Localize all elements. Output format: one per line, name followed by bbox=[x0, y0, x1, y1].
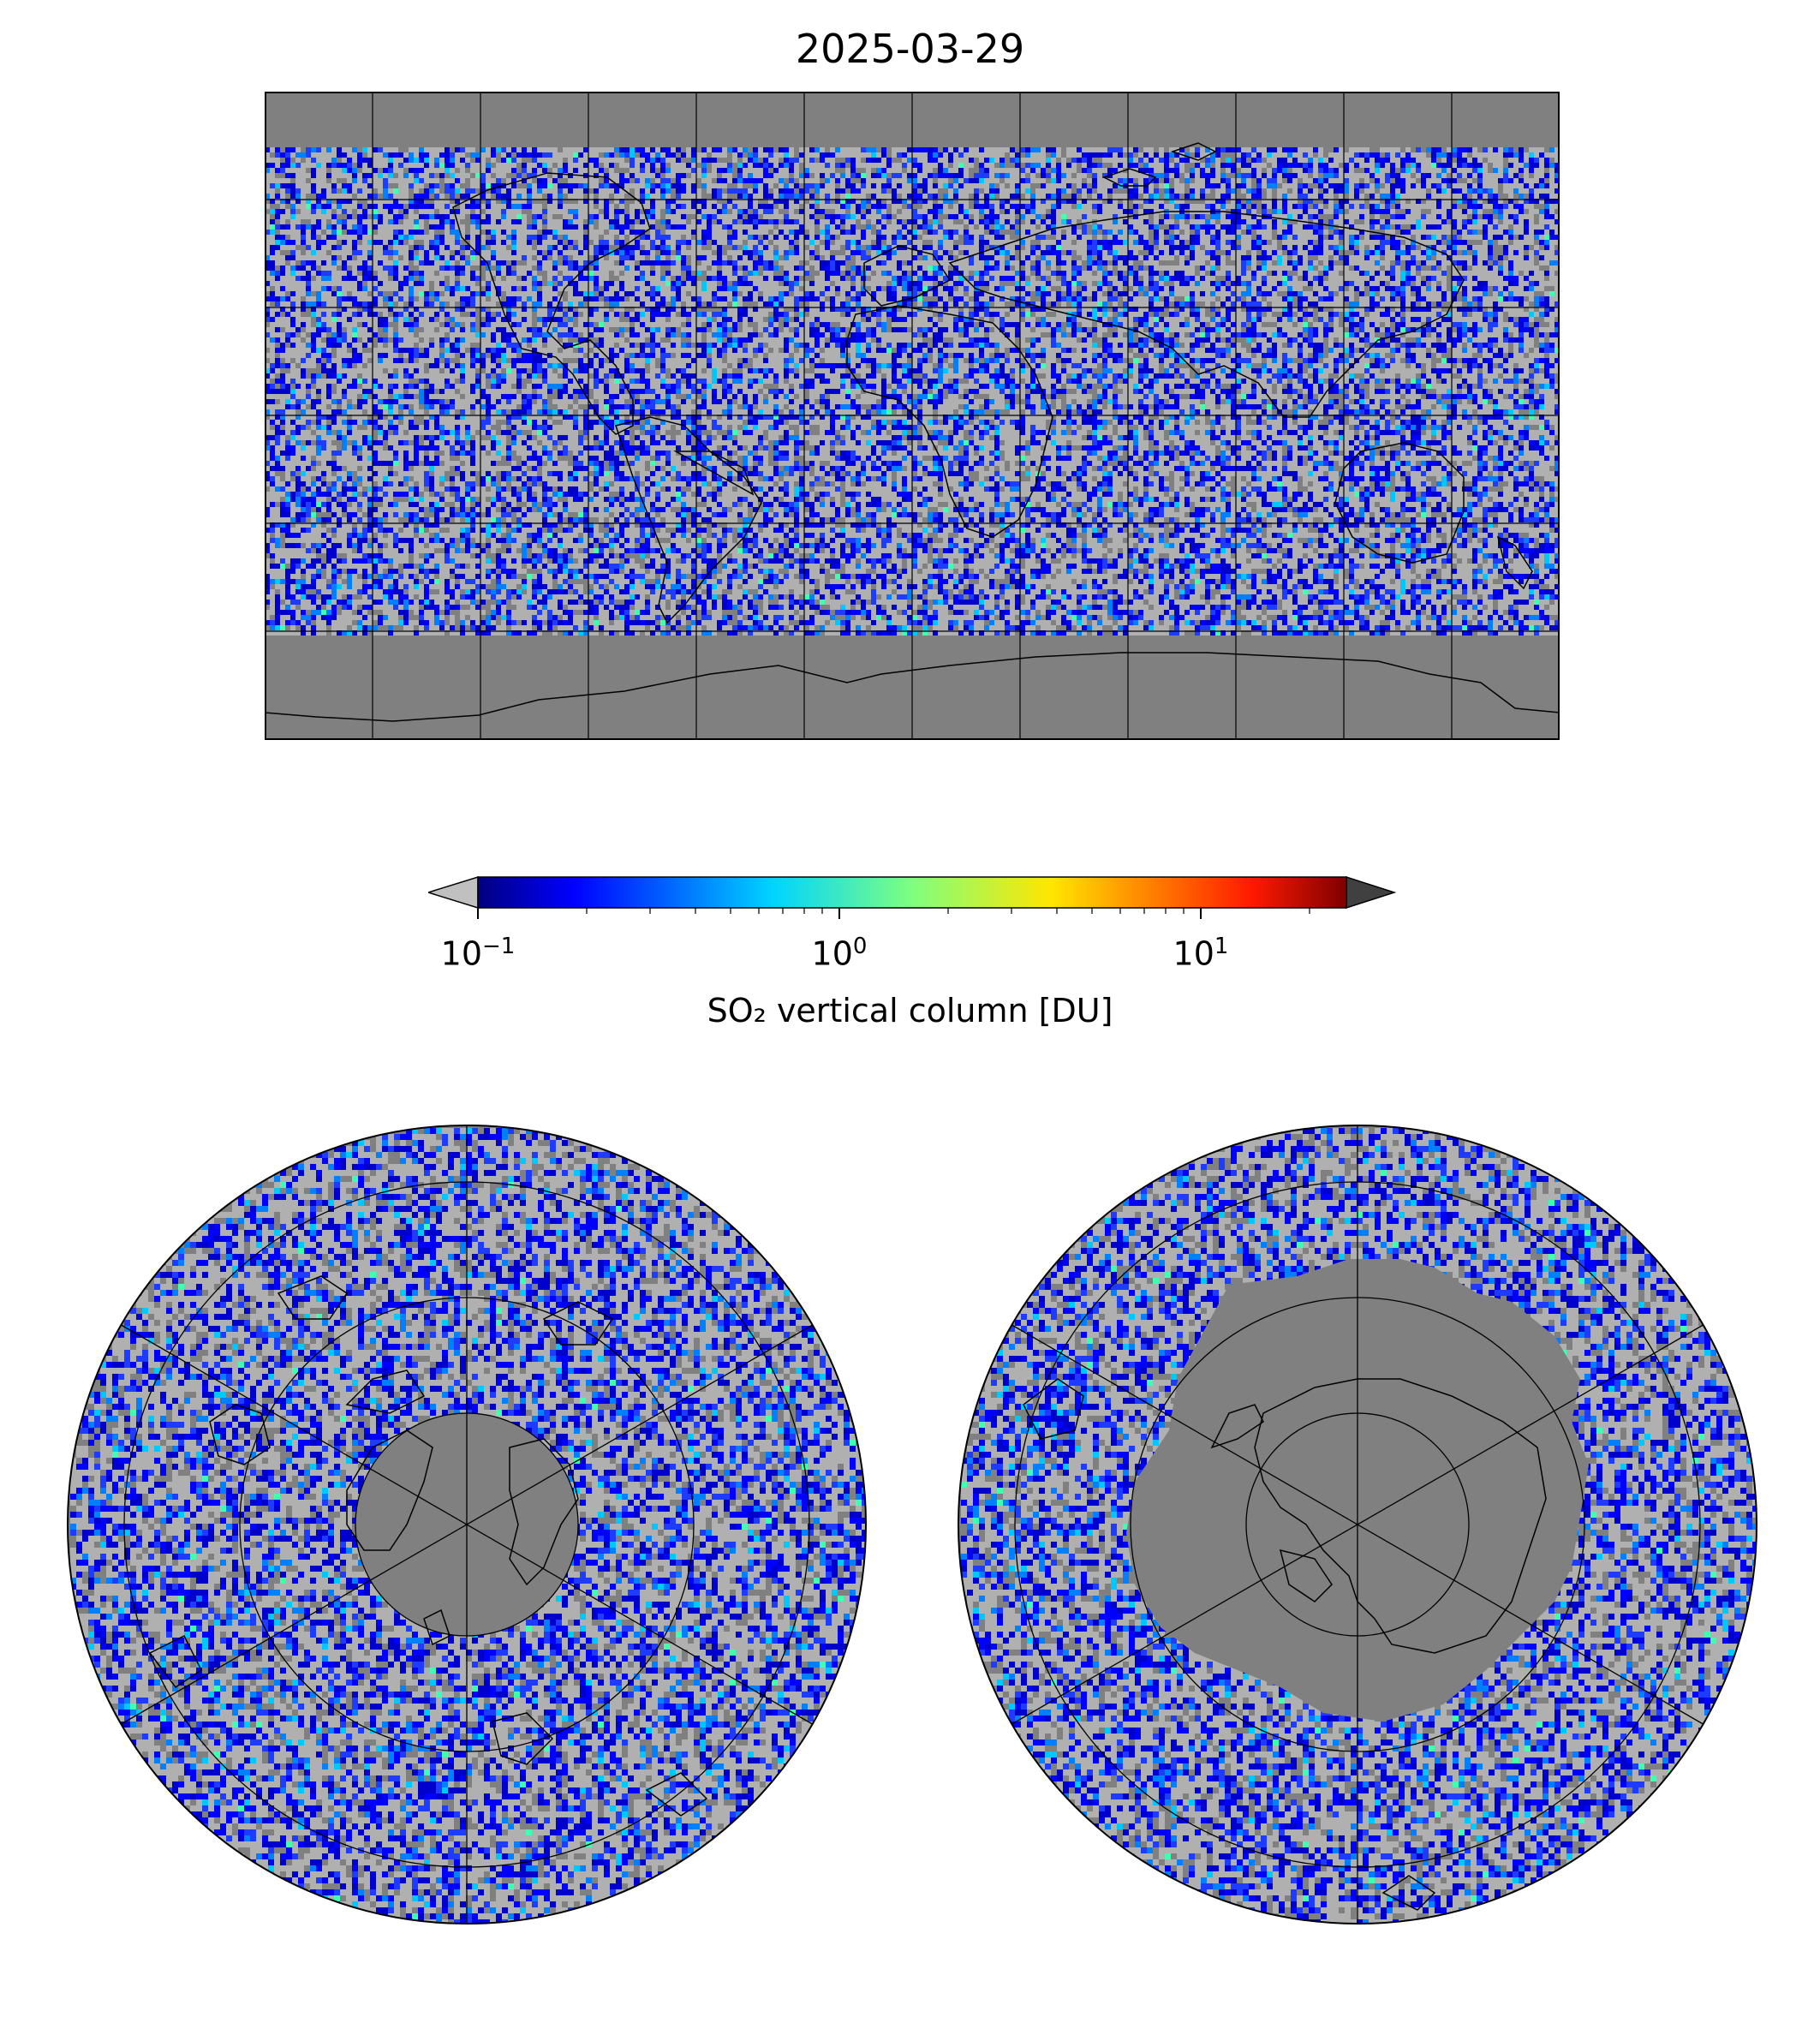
colorbar-tick-label-1: 100 bbox=[812, 934, 868, 973]
colorbar-gradient bbox=[478, 877, 1346, 908]
north-frame bbox=[67, 1125, 867, 1925]
north-coastlines bbox=[148, 1275, 708, 1817]
colorbar-ticks bbox=[477, 908, 1202, 919]
global-map bbox=[265, 92, 1560, 740]
global-data-pixels bbox=[265, 147, 1560, 636]
south-gridlines bbox=[1008, 1125, 1707, 1924]
north-gridlines bbox=[117, 1125, 816, 1924]
colorbar-label: SO₂ vertical column [DU] bbox=[0, 992, 1820, 1029]
global-gridlines bbox=[265, 92, 1560, 740]
south-coastlines bbox=[1023, 1378, 1547, 1911]
north-polar-map bbox=[67, 1125, 867, 1925]
global-frame bbox=[265, 92, 1560, 740]
colorbar bbox=[428, 875, 1396, 919]
global-coastlines bbox=[265, 142, 1560, 722]
colorbar-under-extend bbox=[428, 875, 479, 910]
colorbar-over-extend bbox=[1346, 875, 1396, 910]
south-frame bbox=[958, 1125, 1757, 1925]
map-title: 2025-03-29 bbox=[0, 26, 1820, 72]
colorbar-minor-ticks bbox=[586, 908, 1310, 914]
colorbar-tick-label-2: 101 bbox=[1173, 934, 1229, 973]
south-polar-map bbox=[958, 1125, 1757, 1925]
colorbar-tick-label-0: 10−1 bbox=[441, 934, 516, 973]
north-data-pixels bbox=[70, 1128, 866, 1924]
